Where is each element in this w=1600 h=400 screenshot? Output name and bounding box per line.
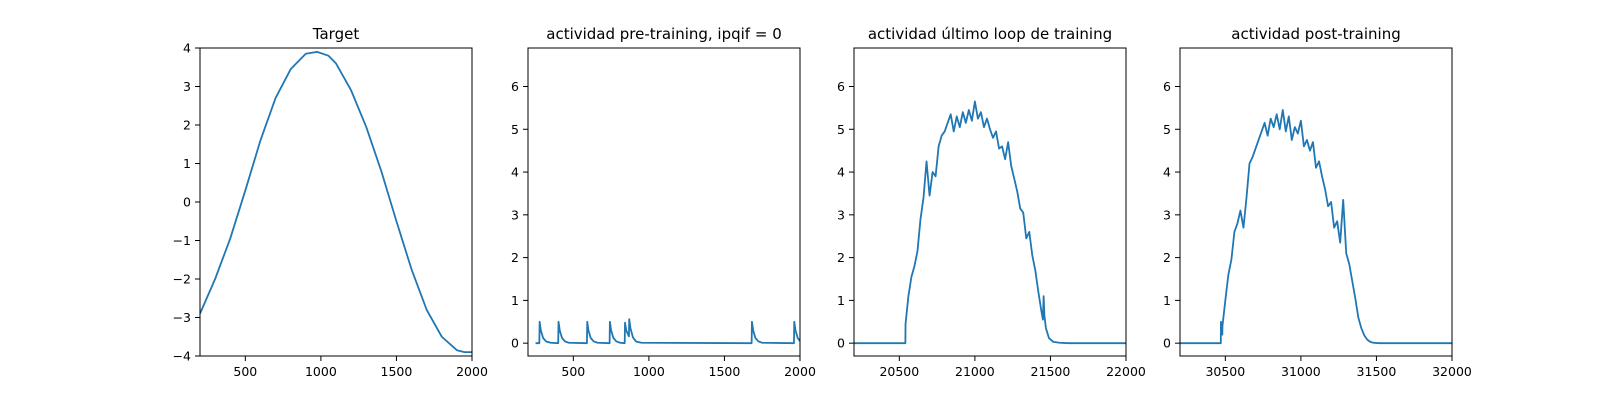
- y-tick-label: 1: [511, 293, 519, 308]
- y-tick-label: 6: [837, 79, 845, 94]
- y-tick-label: 0: [837, 336, 845, 351]
- x-tick-label: 1500: [709, 364, 741, 379]
- chart-panel-pre-training: actividad pre-training, ipqif = 0 500 100…: [511, 25, 816, 379]
- y-tick-label: 3: [183, 79, 191, 94]
- x-tick-label: 1000: [633, 364, 665, 379]
- y-tick-label: 6: [1163, 79, 1171, 94]
- series-line: [200, 50, 472, 354]
- chart-title: actividad post-training: [1231, 25, 1400, 43]
- x-tick-label: 2000: [456, 364, 488, 379]
- y-tick-label: −3: [173, 310, 191, 325]
- y-tick-label: 4: [837, 165, 845, 180]
- y-tick-label: 3: [511, 207, 519, 222]
- x-tick-label: 1500: [381, 364, 413, 379]
- series-line: [1180, 109, 1452, 345]
- y-tick-label: 1: [183, 156, 191, 171]
- x-tick-label: 20500: [879, 364, 919, 379]
- x-tick-label: 21500: [1031, 364, 1071, 379]
- x-tick-label: 31500: [1357, 364, 1397, 379]
- y-tick-label: 4: [1163, 165, 1171, 180]
- axes-frame: [527, 47, 801, 357]
- y-tick-label: 4: [511, 165, 519, 180]
- y-tick-label: 5: [511, 122, 519, 137]
- series-line: [854, 100, 1126, 345]
- y-tick-label: 0: [511, 336, 519, 351]
- x-tick-label: 30500: [1205, 364, 1245, 379]
- chart-title: actividad último loop de training: [868, 25, 1112, 43]
- y-tick-label: 1: [837, 293, 845, 308]
- axes-frame: [853, 47, 1127, 357]
- x-tick-label: 31000: [1281, 364, 1321, 379]
- y-tick-label: 1: [1163, 293, 1171, 308]
- y-tick-label: 5: [837, 122, 845, 137]
- x-tick-label: 22000: [1106, 364, 1146, 379]
- chart-title: Target: [312, 25, 360, 43]
- axes-frame: [1179, 47, 1453, 357]
- y-tick-label: 2: [837, 250, 845, 265]
- y-tick-label: −2: [173, 272, 191, 287]
- y-tick-label: 0: [1163, 336, 1171, 351]
- x-tick-label: 1000: [305, 364, 337, 379]
- y-tick-label: 2: [183, 118, 191, 133]
- y-tick-label: −4: [173, 349, 191, 364]
- y-tick-label: 4: [183, 41, 191, 56]
- x-tick-label: 32000: [1432, 364, 1472, 379]
- y-tick-label: 2: [511, 250, 519, 265]
- y-tick-label: 2: [1163, 250, 1171, 265]
- chart-panel-post-training: actividad post-training 30500 31000 31500 3…: [1163, 25, 1472, 379]
- y-tick-label: 3: [837, 207, 845, 222]
- chart-title: actividad pre-training, ipqif = 0: [546, 25, 782, 43]
- y-tick-label: 6: [511, 79, 519, 94]
- x-tick-label: 500: [561, 364, 585, 379]
- chart-panel-last-training-loop: actividad último loop de training 20500 2…: [837, 25, 1146, 379]
- y-tick-label: −1: [173, 233, 191, 248]
- chart-panel-target: Target 500 1000 1500 2000 −4 −3 −2 −1 0 1 2 3 4: [173, 25, 488, 379]
- y-tick-label: 3: [1163, 207, 1171, 222]
- x-tick-label: 2000: [784, 364, 816, 379]
- y-tick-label: 5: [1163, 122, 1171, 137]
- series-line: [535, 318, 800, 345]
- x-tick-label: 21000: [955, 364, 995, 379]
- x-tick-label: 500: [233, 364, 257, 379]
- y-tick-label: 0: [183, 195, 191, 210]
